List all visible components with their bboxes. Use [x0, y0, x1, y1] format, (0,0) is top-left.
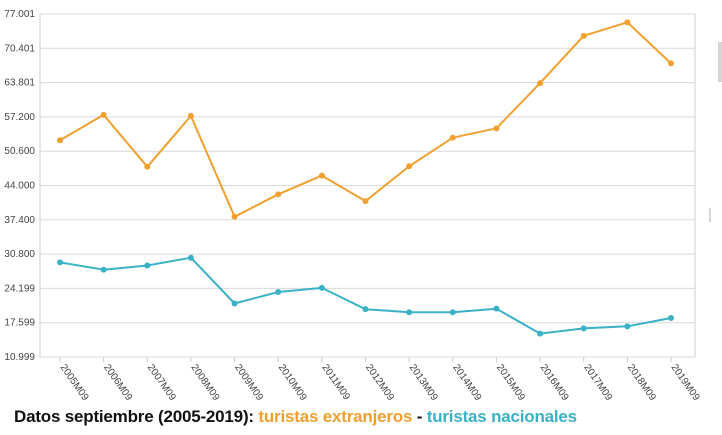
caption-separator: - [416, 407, 423, 426]
x-tick-label: 2009M09 [232, 362, 265, 403]
data-point-extranjeros [100, 111, 107, 118]
chart-caption: Datos septiembre (2005-2019): turistas e… [14, 407, 577, 427]
x-tick-label: 2012M09 [363, 362, 396, 403]
data-point-nacionales [187, 254, 194, 261]
x-tick-label: 2008M09 [188, 362, 221, 403]
y-tick-label: 10.999 [4, 352, 35, 363]
data-point-nacionales [624, 323, 631, 330]
data-point-extranjeros [624, 19, 631, 26]
data-point-nacionales [144, 262, 151, 269]
data-point-nacionales [668, 315, 674, 322]
caption-series-extranjeros: turistas extranjeros [258, 407, 413, 426]
data-point-extranjeros [57, 137, 63, 144]
data-point-extranjeros [668, 60, 674, 67]
caption-prefix: Datos septiembre (2005-2019): [14, 407, 254, 426]
x-tick-label: 2018M09 [625, 362, 658, 403]
data-point-extranjeros [362, 198, 369, 205]
series-line-extranjeros [59, 21, 672, 218]
caption-series-nacionales: turistas nacionales [426, 407, 577, 426]
x-tick-label: 2017M09 [581, 362, 614, 403]
x-tick-label: 2007M09 [145, 362, 178, 403]
y-tick-label: 63.801 [4, 78, 35, 89]
data-point-extranjeros [493, 125, 500, 132]
y-tick-label: 70.401 [4, 43, 35, 54]
y-tick-label: 30.800 [4, 249, 35, 260]
y-tick-label: 37.400 [4, 215, 35, 226]
data-point-nacionales [537, 330, 544, 337]
line-chart: 10.999 17.599 24.199 30.800 37.400 44.000 50.6… [4, 9, 702, 403]
data-point-nacionales [449, 309, 456, 316]
data-point-extranjeros [406, 163, 413, 170]
x-tick-label: 2005M09 [58, 362, 91, 403]
y-tick-label: 17.599 [4, 318, 35, 329]
y-tick-label: 50.600 [4, 146, 35, 157]
data-point-extranjeros [144, 163, 151, 170]
data-point-extranjeros [318, 172, 325, 179]
x-tick-label: 2019M09 [669, 362, 702, 403]
data-point-nacionales [362, 306, 369, 313]
data-point-nacionales [580, 325, 587, 332]
data-point-extranjeros [275, 191, 282, 198]
data-point-extranjeros [187, 112, 194, 119]
y-tick-label: 44.000 [4, 181, 35, 192]
x-tick-label: 2016M09 [538, 362, 571, 403]
data-point-nacionales [57, 259, 63, 266]
edge-mark [709, 208, 711, 222]
data-point-nacionales [231, 300, 238, 307]
data-point-extranjeros [580, 32, 587, 39]
x-tick-label: 2006M09 [101, 362, 134, 403]
y-tick-label: 77.001 [4, 9, 35, 20]
data-point-nacionales [275, 289, 282, 296]
x-tick-label: 2014M09 [450, 362, 483, 403]
x-tick-label: 2010M09 [276, 362, 309, 403]
x-tick-label: 2013M09 [407, 362, 440, 403]
edge-mark [718, 42, 722, 82]
data-point-nacionales [493, 305, 500, 312]
data-point-extranjeros [231, 213, 238, 220]
data-point-nacionales [318, 284, 325, 291]
y-tick-label: 24.199 [4, 283, 35, 294]
x-tick-label: 2011M09 [319, 362, 352, 402]
data-point-nacionales [100, 266, 107, 273]
y-tick-label: 57.200 [4, 112, 35, 123]
data-point-nacionales [406, 309, 413, 316]
data-point-extranjeros [537, 80, 544, 87]
x-tick-label: 2015M09 [494, 362, 527, 403]
data-point-extranjeros [449, 134, 456, 141]
